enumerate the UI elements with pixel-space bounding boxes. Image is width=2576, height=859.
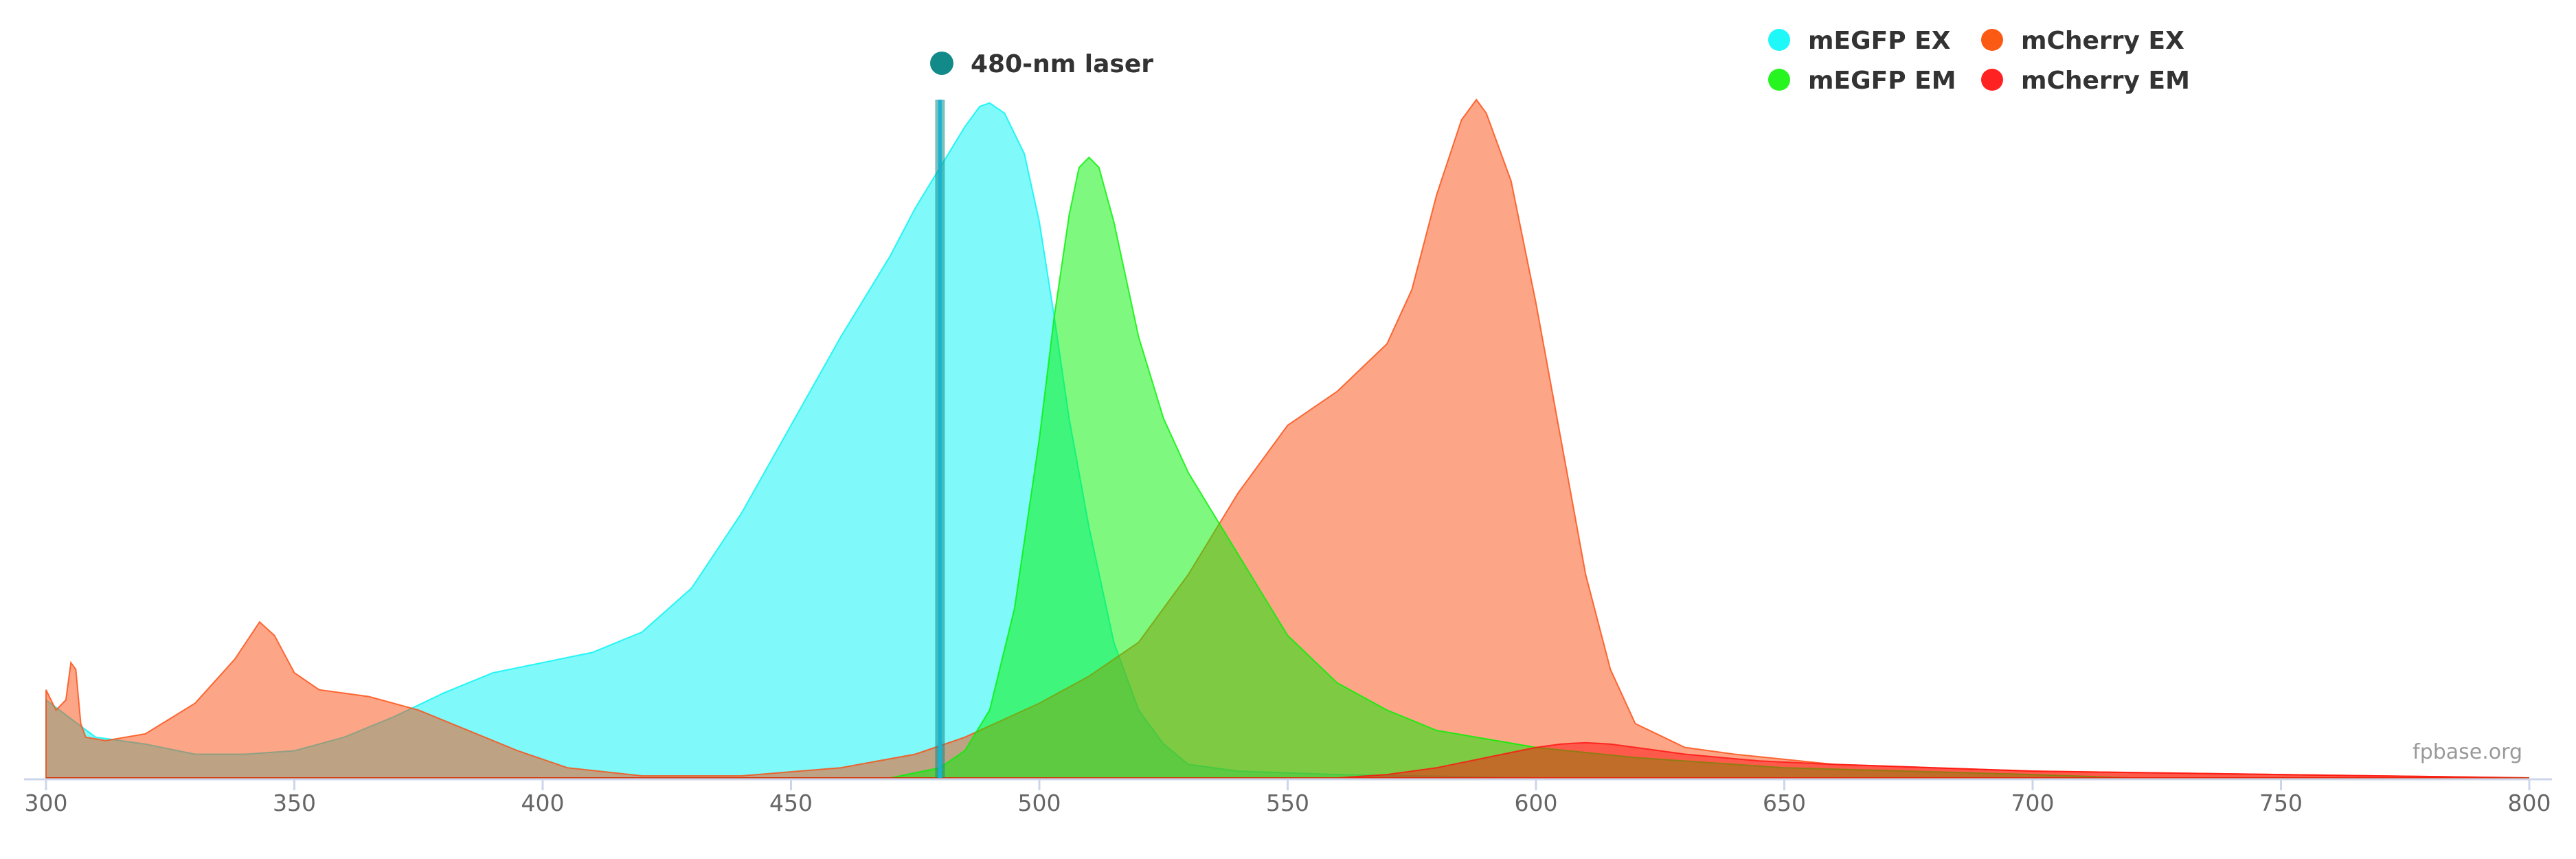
laser-line-group xyxy=(935,100,945,778)
legend-marker xyxy=(1768,69,1790,91)
series-area-mcherry-em[interactable] xyxy=(46,741,2530,779)
x-tick-label: 550 xyxy=(1266,790,1309,816)
legend-label: mEGFP EX xyxy=(1808,27,1951,55)
legend-label: mCherry EX xyxy=(2021,27,2184,55)
legend-item-megfp-ex[interactable]: mEGFP EX xyxy=(1768,27,1951,55)
legend-item-mcherry-ex[interactable]: mCherry EX xyxy=(1981,27,2184,55)
legend-marker xyxy=(1981,69,2003,91)
legend: mEGFP EX mCherry EX mEGFP EM mCherry EM xyxy=(1768,27,2190,95)
credit-text[interactable]: fpbase.org xyxy=(2413,740,2522,764)
x-tick-label: 650 xyxy=(1763,790,1806,816)
x-tick-label: 350 xyxy=(273,790,316,816)
legend-label: mCherry EM xyxy=(2021,67,2190,95)
x-tick-label: 800 xyxy=(2508,790,2551,816)
laser-label[interactable]: 480-nm laser xyxy=(930,50,1153,78)
x-tick-label: 700 xyxy=(2011,790,2055,816)
spectra-areas xyxy=(45,98,2530,779)
x-tick-label: 500 xyxy=(1018,790,1061,816)
laser-label-text: 480-nm laser xyxy=(971,50,1153,78)
x-tick-label: 750 xyxy=(2259,790,2303,816)
laser-legend-marker xyxy=(930,52,953,75)
legend-label: mEGFP EM xyxy=(1808,67,1956,95)
legend-item-mcherry-em[interactable]: mCherry EM xyxy=(1981,67,2190,95)
legend-marker xyxy=(1768,29,1790,51)
legend-item-megfp-em[interactable]: mEGFP EM xyxy=(1768,67,1956,95)
x-tick-label: 400 xyxy=(521,790,565,816)
x-axis: 300 350 400 450 500 550 600 650 700 750 800 xyxy=(25,779,2551,816)
legend-marker xyxy=(1981,29,2003,51)
x-tick-label: 450 xyxy=(769,790,813,816)
x-tick-label: 600 xyxy=(1515,790,1558,816)
x-tick-label: 300 xyxy=(25,790,68,816)
